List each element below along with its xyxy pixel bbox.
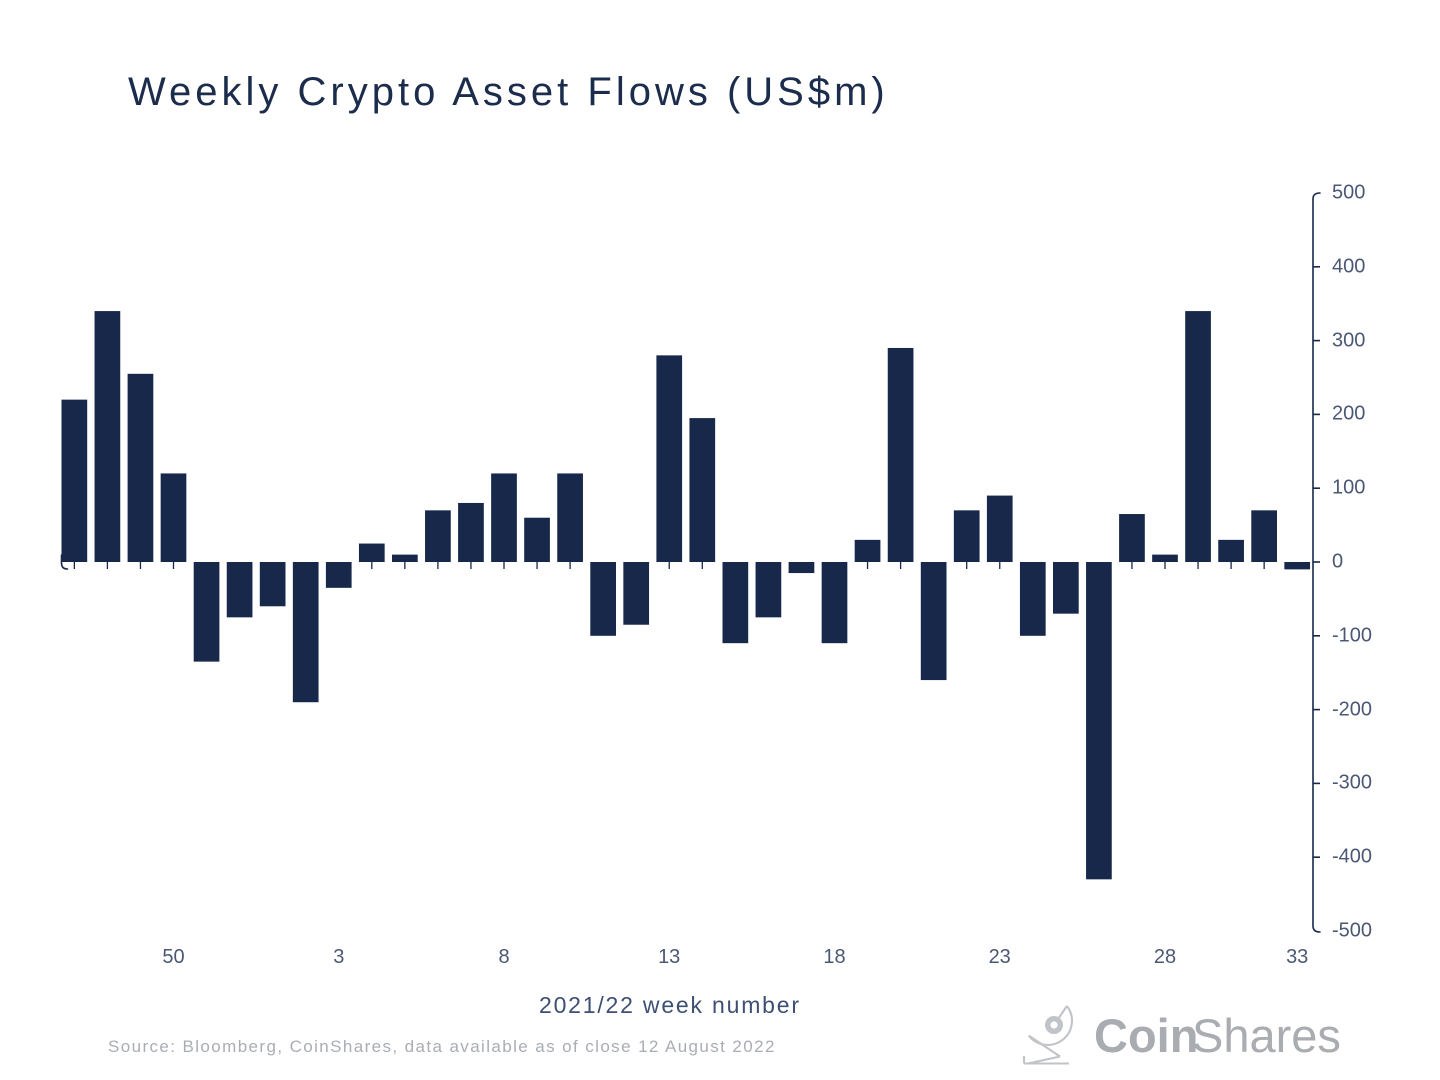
svg-text:Shares: Shares <box>1192 1009 1341 1062</box>
svg-text:Coin: Coin <box>1094 1009 1198 1062</box>
